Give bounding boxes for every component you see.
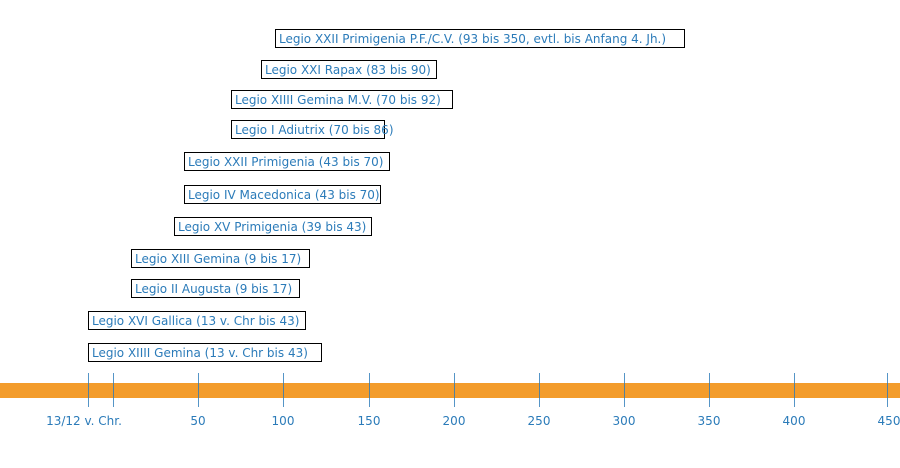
legion-box: Legio XIII Gemina (9 bis 17) <box>131 249 310 268</box>
axis-label: 13/12 v. Chr. <box>46 414 122 428</box>
axis-tick <box>709 373 710 407</box>
axis-tick <box>113 373 114 407</box>
legion-box: Legio XXI Rapax (83 bis 90) <box>261 60 437 79</box>
axis-label: 350 <box>697 414 721 428</box>
axis-tick <box>88 373 89 407</box>
axis-tick <box>198 373 199 407</box>
legion-box: Legio XXII Primigenia (43 bis 70) <box>184 152 390 171</box>
axis-label: 150 <box>357 414 381 428</box>
legion-box: Legio I Adiutrix (70 bis 86) <box>231 120 394 139</box>
axis-tick <box>887 373 888 407</box>
legion-box: Legio XVI Gallica (13 v. Chr bis 43) <box>88 311 306 330</box>
legion-box: Legio XXII Primigenia P.F./C.V. (93 bis … <box>275 29 685 48</box>
legion-box: Legio XIIII Gemina (13 v. Chr bis 43) <box>88 343 322 362</box>
legion-box: Legio IV Macedonica (43 bis 70) <box>184 185 381 204</box>
axis-label: 450 <box>877 414 900 428</box>
axis-tick <box>624 373 625 407</box>
legion-box: Legio II Augusta (9 bis 17) <box>131 279 300 298</box>
axis-label: 100 <box>271 414 295 428</box>
axis-tick <box>794 373 795 407</box>
axis-label: 300 <box>612 414 636 428</box>
legion-box: Legio XV Primigenia (39 bis 43) <box>174 217 372 236</box>
axis-label: 250 <box>527 414 551 428</box>
axis-label: 50 <box>190 414 206 428</box>
legion-box: Legio XIIII Gemina M.V. (70 bis 92) <box>231 90 453 109</box>
timeline-bar <box>0 383 900 398</box>
axis-tick <box>539 373 540 407</box>
axis-tick <box>369 373 370 407</box>
axis-label: 200 <box>442 414 466 428</box>
axis-label: 400 <box>782 414 806 428</box>
axis-tick <box>454 373 455 407</box>
axis-tick <box>283 373 284 407</box>
